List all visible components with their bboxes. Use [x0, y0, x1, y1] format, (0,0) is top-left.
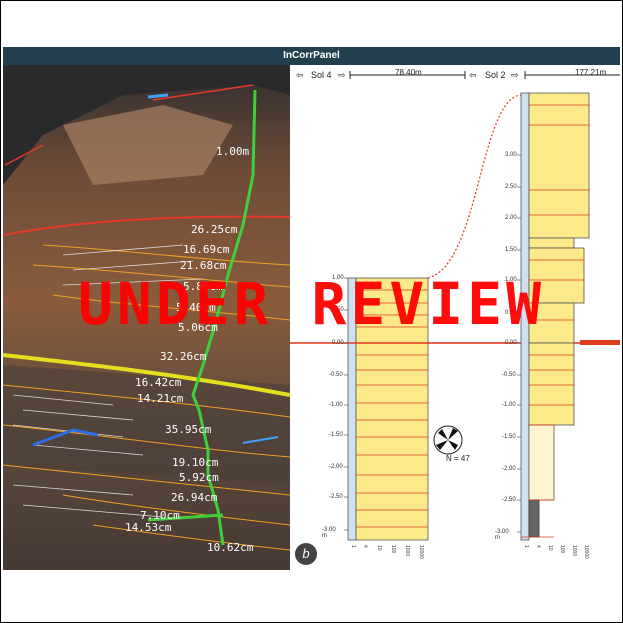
thickness-label: 14.53cm: [125, 521, 172, 534]
thickness-label: 14.21cm: [137, 392, 184, 405]
grain-tick: 10000: [583, 545, 589, 559]
thickness-label: 5.06cm: [178, 321, 218, 334]
depth-tick: 2.00: [505, 215, 517, 221]
thickness-label: 21.68cm: [180, 259, 227, 272]
thickness-label: 10.62cm: [207, 541, 254, 554]
grain-tick: 1: [350, 545, 356, 548]
outcrop-photo-panel[interactable]: 1.00m 26.25cm 16.69cm 21.68cm 5.86cm 5.4…: [3, 65, 290, 570]
thickness-label: 35.95cm: [165, 423, 212, 436]
grain-tick: 1: [523, 545, 529, 548]
sol-a-label: Sol 4: [311, 70, 332, 80]
rose-count-label: N = 47: [446, 454, 470, 463]
outcrop-photo: [3, 65, 290, 570]
grain-tick: 4: [535, 545, 541, 548]
window-title: InCorrPanel: [3, 47, 620, 65]
depth-tick: 0.00: [332, 340, 344, 346]
grain-tick: 10: [376, 545, 382, 551]
next-sol-icon[interactable]: ⇨: [511, 70, 519, 80]
distance-label: 78.40m: [395, 68, 422, 77]
depth-tick: -3.00 m: [322, 527, 336, 539]
sol-b-label: Sol 2: [485, 70, 506, 80]
depth-tick: -3.00 m: [495, 529, 509, 541]
next-sol-icon[interactable]: ⇨: [338, 70, 346, 80]
thickness-label: 5.86cm: [183, 280, 223, 293]
grain-tick: 4: [362, 545, 368, 548]
thickness-label: 5.92cm: [179, 471, 219, 484]
grain-tick: 10: [547, 545, 553, 551]
depth-tick: -2.00: [329, 464, 343, 470]
thickness-label: 32.26cm: [160, 350, 207, 363]
depth-tick: -1.50: [329, 432, 343, 438]
depth-tick: 0.50: [332, 307, 344, 313]
correlation-diagram: [290, 71, 620, 541]
depth-tick: -2.00: [502, 466, 516, 472]
depth-tick: 1.00: [332, 275, 344, 281]
thickness-label: 1.00m: [216, 145, 250, 158]
depth-tick: 1.00: [505, 277, 517, 283]
depth-tick: -2.50: [502, 497, 516, 503]
depth-tick: -2.50: [329, 494, 343, 500]
prev-sol-icon[interactable]: ⇦: [469, 70, 477, 80]
thickness-label: 26.94cm: [171, 491, 218, 504]
distance-label: 177.21m: [575, 68, 607, 77]
depth-tick: 0.50: [505, 310, 517, 316]
correlation-panel: 1.00 0.50 0.00 -0.50 -1.00 -1.50 -2.00 -…: [290, 65, 620, 570]
grain-tick: 1000: [404, 545, 410, 557]
thickness-label: 19.10cm: [172, 456, 219, 469]
depth-tick: -1.50: [502, 434, 516, 440]
depth-tick: -1.00: [502, 402, 516, 408]
grain-tick: 1000: [571, 545, 577, 557]
depth-tick: -1.00: [329, 402, 343, 408]
depth-tick: -0.50: [502, 372, 516, 378]
depth-tick: 2.50: [505, 184, 517, 190]
depth-tick: 3.00: [505, 152, 517, 158]
thickness-label: 26.25cm: [191, 223, 238, 236]
grain-tick: 100: [390, 545, 396, 554]
depth-tick: 1.50: [505, 247, 517, 253]
depth-tick: -0.50: [329, 372, 343, 378]
prev-sol-icon[interactable]: ⇦: [296, 70, 304, 80]
thickness-label: 5.40cm: [176, 301, 216, 314]
thickness-label: 16.69cm: [183, 243, 230, 256]
depth-tick: 0.00: [505, 340, 517, 346]
under-review-stamp: UNDER REVIEW: [77, 270, 546, 338]
thickness-label: 7.10cm: [140, 509, 180, 522]
panel-badge: b: [295, 543, 317, 565]
grain-tick: 100: [559, 545, 565, 554]
grain-tick: 10000: [418, 545, 424, 559]
thickness-label: 16.42cm: [135, 376, 182, 389]
